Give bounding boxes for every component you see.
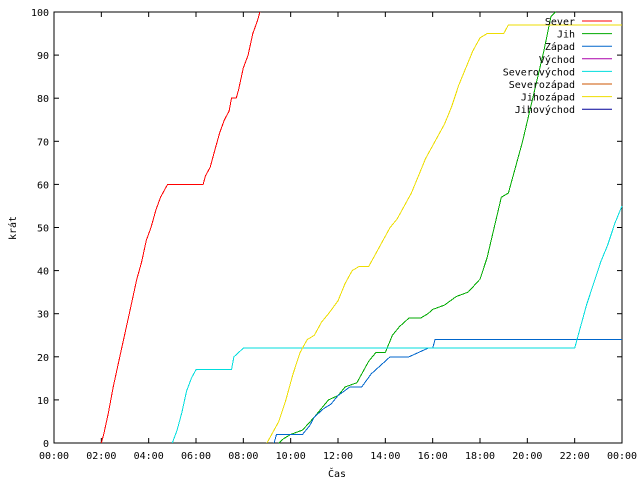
y-tick-label: 40: [37, 267, 49, 278]
x-tick-label: 02:00: [86, 451, 116, 462]
y-tick-label: 100: [31, 8, 49, 19]
y-axis-label: krát: [7, 216, 19, 240]
x-tick-label: 10:00: [276, 451, 306, 462]
x-tick-label: 00:00: [607, 451, 637, 462]
legend-label-sever: Sever: [545, 17, 575, 28]
y-tick-label: 70: [37, 137, 49, 148]
legend-label-zapad: Západ: [545, 41, 575, 53]
x-tick-label: 12:00: [323, 451, 353, 462]
axes: 00:00 02:00 04:00 06:00 08:00 10:00 12:00 14:00…: [31, 8, 637, 462]
legend-label-severovychod: Severovýchod: [503, 66, 575, 78]
y-tick-label: 0: [43, 439, 49, 450]
y-tick-label: 20: [37, 353, 49, 364]
legend-label-jihovychod: Jihovýchod: [515, 104, 575, 116]
y-tick-label: 30: [37, 310, 49, 321]
x-tick-label: 14:00: [370, 451, 400, 462]
x-tick-label: 22:00: [560, 451, 590, 462]
x-tick-label: 08:00: [228, 451, 258, 462]
series-line-severovychod: [171, 205, 623, 444]
legend: Sever JihZápadVýchodSeverovýchodSeverozáp…: [503, 17, 612, 116]
x-axis-label: Čas: [328, 467, 346, 480]
x-tick-label: 06:00: [181, 451, 211, 462]
y-tick-label: 80: [37, 94, 49, 105]
series-group: [100, 11, 623, 444]
x-tick-label: 16:00: [418, 451, 448, 462]
legend-label-jih: Jih: [557, 30, 575, 41]
series-line-jihozapad: [266, 24, 622, 444]
legend-label-severozapad: Severozápad: [509, 79, 575, 91]
x-tick-label: 18:00: [465, 451, 495, 462]
y-tick-label: 50: [37, 224, 49, 235]
series-line-jih: [278, 11, 557, 444]
series-line-zapad: [273, 339, 622, 444]
legend-label-jihozapad: Jihozápad: [521, 92, 575, 104]
y-tick-label: 10: [37, 396, 49, 407]
x-tick-label: 04:00: [134, 451, 164, 462]
y-tick-label: 60: [37, 180, 49, 191]
x-tick-label: 00:00: [39, 451, 69, 462]
series-line-sever: [100, 11, 261, 444]
y-tick-label: 90: [37, 51, 49, 62]
legend-label-vychod: Východ: [539, 54, 575, 66]
x-tick-label: 20:00: [512, 451, 542, 462]
